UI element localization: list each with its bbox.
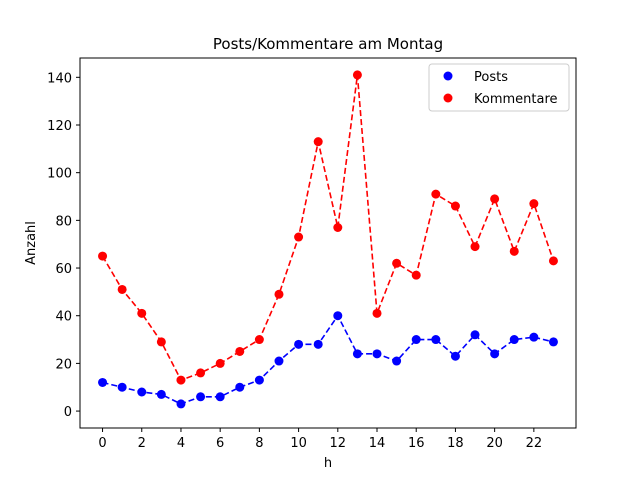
data-point-kommentare [352, 70, 362, 80]
legend-frame [428, 63, 570, 112]
data-point-kommentare [509, 246, 519, 256]
series-line-posts [102, 314, 554, 405]
data-point-kommentare [196, 368, 206, 378]
x-tick-label: 16 [408, 436, 425, 451]
data-point-posts [196, 392, 206, 402]
axes-frame [79, 57, 577, 429]
data-point-kommentare [392, 258, 402, 268]
plot-area: 0 2 4 6 8 10 12 14 16 18 20 22 0 20 40 60 80 100 120 140 [47, 57, 577, 451]
x-tick-label: 18 [447, 436, 464, 451]
data-point-posts [490, 349, 500, 359]
data-point-posts [215, 392, 225, 402]
data-point-posts [392, 356, 402, 366]
data-point-kommentare [137, 308, 147, 318]
y-axis-label: Anzahl [24, 221, 39, 265]
data-point-kommentare [411, 270, 421, 280]
data-point-kommentare [470, 242, 480, 252]
y-tick-label: 100 [47, 167, 72, 182]
x-tick-label: 14 [369, 436, 386, 451]
series-layer [98, 70, 558, 409]
data-point-kommentare [431, 189, 441, 199]
data-point-posts [156, 389, 166, 399]
data-point-posts [274, 356, 284, 366]
data-point-kommentare [548, 256, 558, 266]
data-point-kommentare [313, 137, 323, 147]
data-point-kommentare [176, 375, 186, 385]
y-tick-label: 120 [47, 119, 72, 134]
x-tick-label: 8 [255, 436, 263, 451]
x-tick-label: 12 [330, 436, 347, 451]
data-point-posts [548, 337, 558, 347]
data-point-kommentare [529, 199, 539, 209]
y-tick-label: 0 [64, 405, 72, 420]
legend-label-posts: Posts [474, 70, 508, 85]
data-point-posts [98, 377, 108, 387]
y-axis-ticks: 0 20 40 60 80 100 120 140 [47, 71, 80, 420]
y-tick-label: 20 [55, 357, 72, 372]
legend: Posts Kommentare [428, 63, 570, 112]
x-tick-label: 0 [98, 436, 106, 451]
data-point-posts [509, 335, 519, 345]
x-axis-ticks: 0 2 4 6 8 10 12 14 16 18 20 22 [98, 428, 542, 451]
legend-label-kommentare: Kommentare [474, 92, 558, 107]
data-point-kommentare [274, 289, 284, 299]
chart-title: Posts/Kommentare am Montag [213, 35, 443, 53]
data-point-kommentare [333, 223, 343, 233]
x-tick-label: 4 [177, 436, 185, 451]
data-point-kommentare [156, 337, 166, 347]
data-point-kommentare [450, 201, 460, 211]
data-point-kommentare [372, 308, 382, 318]
data-point-kommentare [235, 346, 245, 356]
data-point-kommentare [98, 251, 108, 261]
data-point-kommentare [215, 358, 225, 368]
y-tick-label: 80 [55, 214, 72, 229]
data-point-posts [352, 349, 362, 359]
data-point-posts [333, 311, 343, 321]
data-point-posts [313, 339, 323, 349]
data-point-posts [137, 387, 147, 397]
legend-marker-kommentare [443, 93, 453, 103]
data-point-kommentare [294, 232, 304, 242]
y-tick-label: 60 [55, 262, 72, 277]
data-point-posts [411, 335, 421, 345]
data-point-kommentare [490, 194, 500, 204]
x-axis-label: h [324, 456, 332, 471]
x-tick-label: 20 [486, 436, 503, 451]
y-tick-label: 40 [55, 310, 72, 325]
data-point-posts [470, 330, 480, 340]
series-line-kommentare [101, 74, 555, 382]
x-tick-label: 6 [216, 436, 224, 451]
data-point-posts [294, 339, 304, 349]
data-point-kommentare [117, 284, 127, 294]
y-tick-label: 140 [47, 71, 72, 86]
legend-marker-posts [443, 71, 453, 81]
x-tick-label: 22 [526, 436, 543, 451]
data-point-posts [431, 335, 441, 345]
data-point-posts [254, 375, 264, 385]
data-point-posts [117, 382, 127, 392]
data-point-posts [529, 332, 539, 342]
data-point-kommentare [254, 335, 264, 345]
data-point-posts [372, 349, 382, 359]
data-point-posts [176, 399, 186, 409]
data-point-posts [450, 351, 460, 361]
x-tick-label: 2 [138, 436, 146, 451]
data-point-posts [235, 382, 245, 392]
x-tick-label: 10 [290, 436, 307, 451]
